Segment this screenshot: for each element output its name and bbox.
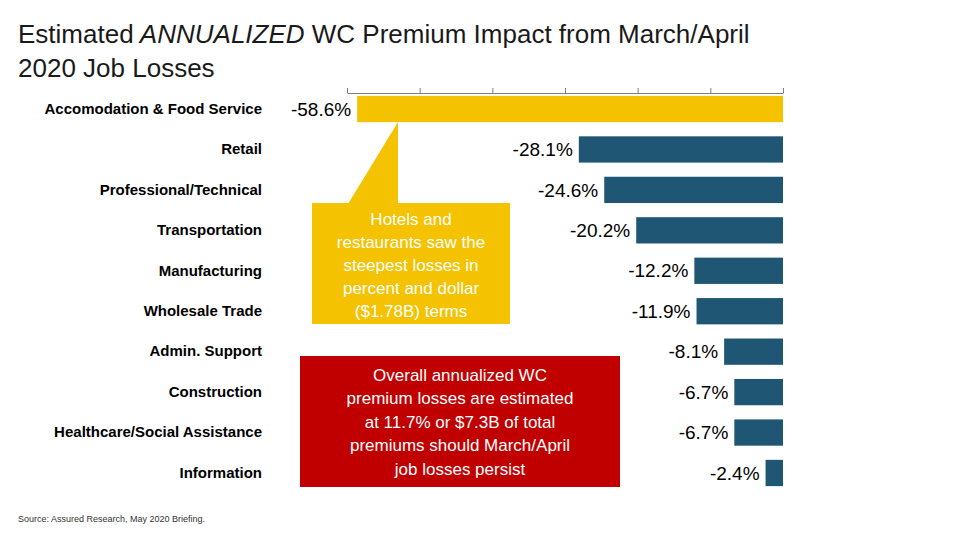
title: Estimated ANNUALIZED WC Premium Impact f… (18, 19, 750, 83)
source: Source: Assured Research, May 2020 Brief… (18, 514, 205, 524)
y-tick: Information (180, 464, 263, 481)
annotation-text: Overall annualized WCpremium losses are … (347, 366, 574, 479)
x-tick-mark (783, 88, 784, 93)
y-tick-label: Professional/Technical (100, 181, 262, 198)
data-label: -8.1% (668, 341, 718, 362)
y-tick: Transportation (157, 221, 262, 238)
x-tick (565, 88, 566, 93)
y-tick-label: Healthcare/Social Assistance (54, 423, 262, 440)
x-tick-mark (492, 88, 493, 93)
bar (734, 379, 783, 405)
y-tick-label: Manufacturing (159, 262, 262, 279)
x-tick-mark (638, 88, 639, 93)
bar (579, 136, 783, 162)
data-label: -58.6% (291, 99, 351, 120)
y-tick-label: Retail (221, 140, 262, 157)
x-tick-mark (710, 88, 711, 93)
y-tick: Healthcare/Social Assistance (54, 423, 262, 440)
x-tick-mark (565, 88, 566, 93)
annotation-text: Hotels andrestaurants saw thesteepest lo… (337, 210, 485, 321)
data-label: -12.2% (628, 260, 688, 281)
data-label: -2.4% (710, 463, 760, 484)
y-tick-label: Information (180, 464, 263, 481)
bar (636, 217, 783, 243)
x-tick (783, 88, 784, 93)
bar (604, 177, 783, 203)
y-tick-label: Accomodation & Food Service (44, 100, 262, 117)
data-label: -6.7% (679, 382, 729, 403)
x-tick (420, 88, 421, 93)
x-tick-mark (420, 88, 421, 93)
x-axis-line (348, 93, 784, 94)
y-axis: Accomodation & Food Service Retail Profess… (44, 100, 262, 481)
background (0, 0, 960, 540)
x-axis (348, 88, 784, 94)
y-tick-label: Wholesale Trade (144, 302, 262, 319)
y-tick: Manufacturing (159, 262, 262, 279)
bar (694, 258, 783, 284)
data-label: -6.7% (679, 422, 729, 443)
chart: Estimated ANNUALIZED WC Premium Impact f… (0, 0, 960, 540)
y-tick: Professional/Technical (100, 181, 262, 198)
data-label: -28.1% (513, 139, 573, 160)
bar (357, 96, 783, 122)
callout-box (300, 356, 620, 487)
callout-pointer (348, 122, 398, 204)
y-tick-label: Construction (169, 383, 262, 400)
y-tick: Wholesale Trade (144, 302, 262, 319)
bar (766, 460, 783, 486)
callout-box (312, 203, 510, 324)
x-tick (347, 88, 348, 93)
x-tick (710, 88, 711, 93)
y-tick: Retail (221, 140, 262, 157)
annotation: Hotels andrestaurants saw thesteepest lo… (312, 122, 510, 324)
x-tick-mark (347, 88, 348, 93)
y-tick: Accomodation & Food Service (44, 100, 262, 117)
data-label: -11.9% (632, 301, 691, 322)
y-tick-label: Admin. Support (150, 342, 263, 359)
data-label: -20.2% (570, 220, 630, 241)
annotation: Overall annualized WCpremium losses are … (300, 356, 620, 487)
bar (724, 339, 783, 365)
bar (734, 419, 783, 445)
y-tick-label: Transportation (157, 221, 262, 238)
y-tick: Admin. Support (150, 342, 263, 359)
x-tick (492, 88, 493, 93)
x-tick (638, 88, 639, 93)
data-label: -24.6% (538, 180, 598, 201)
y-tick: Construction (169, 383, 262, 400)
bar (697, 298, 783, 324)
